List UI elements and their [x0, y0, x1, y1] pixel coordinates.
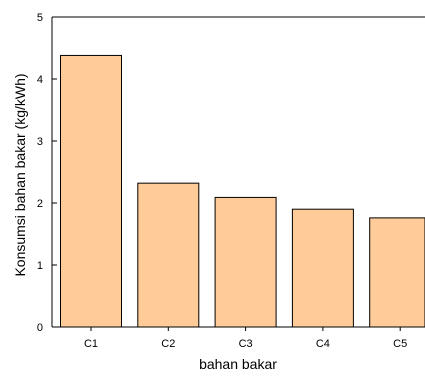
x-axis-title: bahan bakar — [199, 356, 277, 372]
y-tick-label: 4 — [37, 74, 43, 86]
y-tick-label: 3 — [37, 136, 43, 148]
x-tick-label: C3 — [239, 338, 253, 350]
bar-c2 — [137, 182, 200, 328]
x-ticks-group: C1 C2 C3 C4 C5 — [84, 327, 407, 350]
bar-c1 — [60, 54, 122, 328]
axes-group — [51, 16, 425, 328]
y-ticks-group: 0 1 2 3 4 5 — [37, 12, 57, 334]
y-axis-title: Konsumsi bahan bakar (kg/kWh) — [12, 73, 28, 276]
x-tick-label: C5 — [393, 338, 407, 350]
y-tick-label: 1 — [37, 260, 43, 272]
y-tick-label: 5 — [37, 12, 43, 24]
bars-group — [60, 54, 425, 328]
x-tick-label: C4 — [316, 338, 330, 350]
x-tick-label: C2 — [161, 338, 175, 350]
bar-c5 — [369, 217, 425, 328]
x-tick-label: C1 — [84, 338, 98, 350]
y-tick-label: 2 — [37, 198, 43, 210]
y-tick-label: 0 — [37, 322, 43, 334]
bar-c3 — [214, 196, 277, 328]
bar-c4 — [291, 208, 354, 328]
